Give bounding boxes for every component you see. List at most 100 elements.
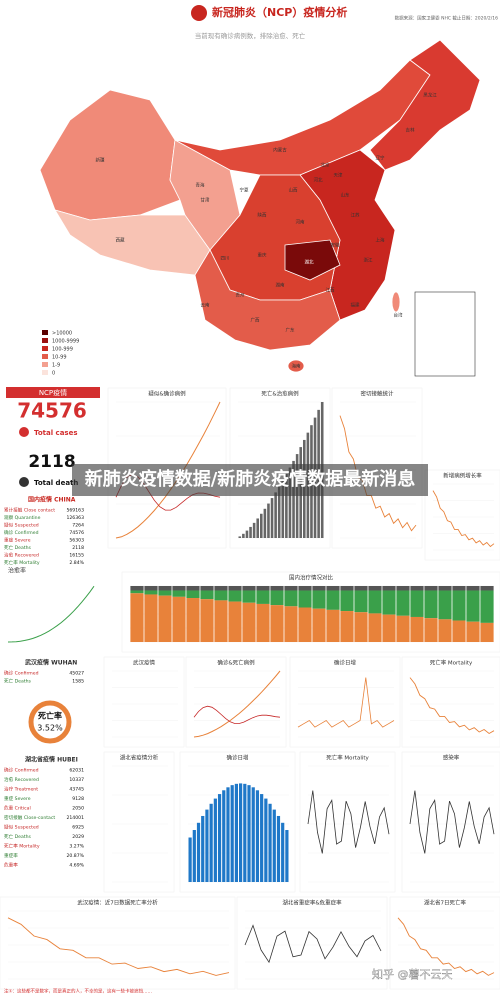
- province-label: 安徽: [331, 242, 340, 249]
- bar-segment: [438, 586, 452, 591]
- bar-segment: [326, 586, 340, 591]
- province-label: 重庆: [258, 252, 267, 259]
- chart-title: 死亡&治愈病例: [261, 390, 299, 398]
- line: [193, 670, 281, 738]
- badge: [6, 387, 100, 398]
- total-deaths: 2118: [28, 452, 75, 472]
- bar: [288, 467, 292, 538]
- chart-title: 确诊&死亡病例: [217, 659, 255, 667]
- map-subtitle: 当前现有确诊病例数，排除治愈、死亡: [195, 31, 306, 40]
- province-label: 河北: [314, 177, 323, 184]
- bar: [230, 785, 234, 882]
- ring-value: 3.52%: [37, 724, 63, 733]
- chart-title: 密切接触统计: [360, 390, 394, 398]
- table-label: 疑似 Suspected: [4, 824, 39, 831]
- bar: [270, 498, 274, 538]
- bar-segment: [424, 586, 438, 591]
- table-label: 危重率: [4, 862, 18, 869]
- province-label: 黑龙江: [423, 92, 437, 99]
- region: [287, 359, 305, 373]
- bar-segment: [270, 590, 284, 606]
- chart-panel: [103, 656, 185, 748]
- table-value: 3.27%: [69, 844, 84, 850]
- table-label: 确诊 Confirmed: [4, 529, 39, 536]
- bar-segment: [382, 590, 396, 615]
- bar: [243, 783, 247, 882]
- chart-title: 确诊日增: [334, 659, 356, 667]
- table-value: 10337: [69, 777, 84, 783]
- bar: [260, 794, 264, 882]
- bar-segment: [144, 586, 158, 591]
- table-value: 2118: [72, 545, 84, 551]
- chart-panel: [236, 896, 388, 990]
- chart-title: 确诊日增: [226, 754, 248, 762]
- wuhan-title: 武汉疫情 WUHAN: [25, 659, 77, 667]
- table-value: 45027: [69, 671, 84, 677]
- bar: [263, 508, 267, 538]
- bar: [260, 513, 263, 538]
- bar: [239, 783, 243, 882]
- logo: [191, 5, 207, 21]
- bar: [188, 837, 192, 882]
- province-label: 湖北: [305, 259, 314, 266]
- hubei-title: 湖北省疫情 HUBEI: [25, 756, 78, 764]
- province-label: 四川: [221, 256, 230, 262]
- footer: 注①：这些都不是数字，而是真正的人，不幸的是，这有一些卡被遮挡……: [4, 988, 152, 995]
- line: [7, 585, 95, 643]
- line: [307, 790, 390, 854]
- table-value: 4.69%: [69, 863, 84, 869]
- province-label: 天津: [334, 172, 343, 179]
- table-value: 6925: [72, 825, 84, 831]
- bar-segment: [172, 596, 186, 642]
- table-value: 43745: [69, 787, 84, 793]
- province-label: 北京: [321, 162, 330, 169]
- chart-panel: [401, 656, 500, 748]
- bar: [234, 783, 238, 882]
- total-deaths-label: Total death: [34, 479, 78, 487]
- bar-segment: [186, 590, 200, 599]
- bar-segment: [172, 586, 186, 591]
- bar: [205, 809, 209, 882]
- bar-segment: [200, 599, 214, 642]
- bar-segment: [466, 621, 480, 642]
- table-label: 确诊 Confirmed: [4, 670, 39, 677]
- bar-segment: [452, 620, 466, 642]
- table-label: 重症率: [4, 852, 18, 859]
- bar-segment: [158, 590, 172, 596]
- bar-segment: [382, 614, 396, 642]
- bar: [196, 822, 201, 882]
- table-value: 126363: [66, 515, 84, 521]
- bar-segment: [410, 586, 424, 591]
- chart-title: 死亡率 Mortality: [326, 754, 369, 762]
- icon: [19, 427, 29, 437]
- bar-segment: [312, 586, 326, 591]
- bar-segment: [284, 606, 298, 642]
- bar-segment: [242, 602, 256, 642]
- legend-label: 10-99: [52, 355, 67, 361]
- bar-segment: [354, 612, 368, 642]
- bar-segment: [312, 608, 326, 642]
- bar-segment: [340, 611, 354, 642]
- legend-swatch: [42, 346, 48, 351]
- bar-segment: [284, 586, 298, 591]
- bar-segment: [368, 613, 382, 642]
- province-label: 陕西: [258, 212, 267, 219]
- line: [432, 490, 495, 548]
- bar-segment: [452, 590, 466, 621]
- table-label: 死亡 Deaths: [4, 544, 32, 551]
- inset-box: [414, 291, 476, 377]
- bar: [285, 830, 289, 882]
- chart-panel: [185, 656, 287, 748]
- province-label: 广东: [286, 327, 295, 334]
- chart-title: 湖北省重症率&危重症率: [282, 899, 342, 907]
- bar-segment: [410, 590, 424, 617]
- province-label: 山东: [341, 192, 350, 199]
- bar-segment: [466, 586, 480, 591]
- table-label: 重症 Severe: [4, 537, 31, 544]
- table-label: 密切接触 Close-contact: [4, 814, 55, 821]
- bar-segment: [340, 586, 354, 591]
- legend-swatch: [42, 370, 48, 375]
- province-label: 甘肃: [201, 197, 210, 204]
- province-label: 海南: [292, 363, 301, 370]
- bar: [201, 815, 205, 882]
